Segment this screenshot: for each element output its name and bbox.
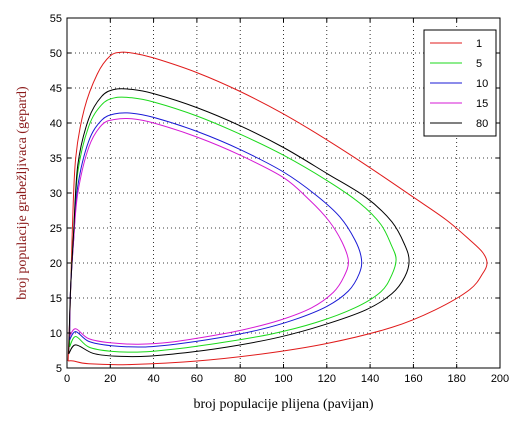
y-tick-label: 10 bbox=[50, 328, 62, 340]
x-tick-label: 0 bbox=[64, 373, 70, 385]
series-line-80 bbox=[68, 88, 410, 358]
y-tick-label: 20 bbox=[50, 258, 62, 270]
x-tick-label: 60 bbox=[191, 373, 203, 385]
tick-marks bbox=[66, 17, 501, 369]
x-tick-label: 100 bbox=[274, 373, 292, 385]
x-axis-label: broj populacije plijena (pavijan) bbox=[194, 397, 374, 412]
y-tick-label: 5 bbox=[56, 363, 62, 375]
series-group bbox=[67, 51, 488, 366]
x-tick-labels: 0 20 40 60 80 100 120 140 160 180 200 bbox=[64, 373, 509, 385]
series-line-5 bbox=[69, 96, 397, 353]
x-tick-label: 140 bbox=[361, 373, 379, 385]
y-tick-label: 40 bbox=[50, 118, 62, 130]
y-tick-labels: 5 10 15 20 25 30 35 40 45 50 55 bbox=[50, 13, 62, 375]
x-tick-label: 180 bbox=[448, 373, 466, 385]
y-tick-label: 50 bbox=[50, 48, 62, 60]
y-tick-label: 35 bbox=[50, 153, 62, 165]
legend-label-1: 1 bbox=[476, 38, 482, 50]
y-tick-label: 45 bbox=[50, 83, 62, 95]
x-tick-label: 160 bbox=[404, 373, 422, 385]
x-tick-label: 20 bbox=[104, 373, 116, 385]
y-tick-label: 55 bbox=[50, 13, 62, 25]
legend-label-15: 15 bbox=[476, 98, 488, 110]
series-line-1 bbox=[67, 51, 488, 366]
y-axis-label: broj populacije grabežljivaca (gepard) bbox=[15, 86, 30, 300]
series-line-10 bbox=[69, 112, 363, 348]
legend-label-10: 10 bbox=[476, 78, 488, 90]
x-tick-label: 120 bbox=[318, 373, 336, 385]
x-tick-label: 80 bbox=[234, 373, 246, 385]
series-line-15 bbox=[69, 117, 349, 345]
y-tick-label: 15 bbox=[50, 293, 62, 305]
x-tick-label: 200 bbox=[491, 373, 509, 385]
legend-label-80: 80 bbox=[476, 118, 488, 130]
y-tick-label: 25 bbox=[50, 223, 62, 235]
y-tick-label: 30 bbox=[50, 188, 62, 200]
legend-label-5: 5 bbox=[476, 58, 482, 70]
x-tick-label: 40 bbox=[147, 373, 159, 385]
